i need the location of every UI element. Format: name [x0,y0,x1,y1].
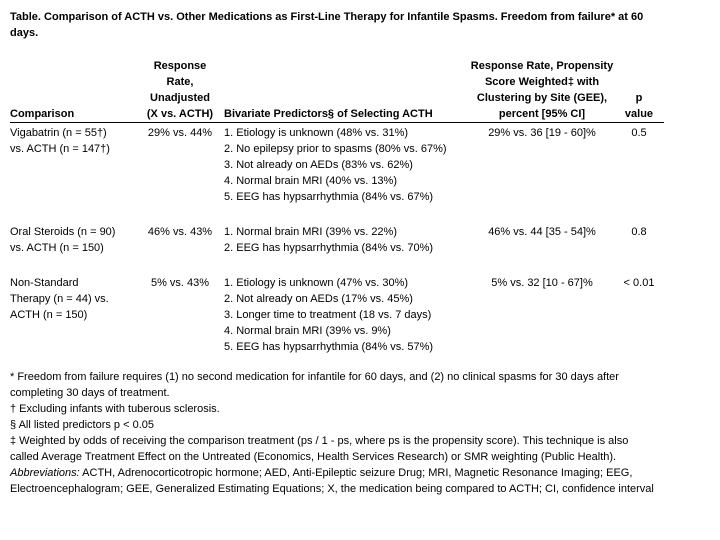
table-cell: Oral Steroids (n = 90) vs. ACTH (n = 150) [10,222,138,273]
table-cell: 46% vs. 43% [138,222,222,273]
table-row: Oral Steroids (n = 90) vs. ACTH (n = 150)… [10,222,664,273]
cell-text: 3. Not already on AEDs (83% vs. 62%) [224,159,413,171]
cell-text: 5. EEG has hypsarrhythmia (84% vs. 57%) [224,341,434,353]
table-cell: 1. Normal brain MRI (39% vs. 22%) 2. EEG … [222,222,470,273]
header-row: Comparison Response Rate, Unadjusted (X vs. … [10,58,664,123]
table-cell: 0.5 [614,123,664,223]
table-cell: Vigabatrin (n = 55†) vs. ACTH (n = 147†) [10,123,138,223]
table-cell: 5% vs. 43% [138,273,222,372]
header-text: Score Weighted‡ with [484,76,600,88]
abbreviations-text: ACTH, Adrenocorticotropic hormone; AED, … [10,467,654,495]
cell-text: 5% vs. 43% [150,277,210,289]
header-text: Response Rate, Propensity [470,60,614,72]
header-text: value [624,108,654,120]
cell-text: Vigabatrin (n = 55†) [10,127,107,139]
table-cell: 1. Etiology is unknown (48% vs. 31%) 2. N… [222,123,470,223]
table-row: Non-Standard Therapy (n = 44) vs. ACTH (n … [10,273,664,372]
cell-text: 3. Longer time to treatment (18 vs. 7 da… [224,309,432,321]
cell-text: 4. Normal brain MRI (40% vs. 13%) [224,175,397,187]
header-cell: Comparison [10,58,138,123]
cell-text: 29% vs. 36 [19 - 60]% [488,127,596,139]
footnote: † Excluding infants with tuberous sclero… [10,403,220,415]
cell-text: 5% vs. 32 [10 - 67]% [491,277,593,289]
table-cell: 5% vs. 32 [10 - 67]% [470,273,614,372]
abbreviations: Abbreviations: ACTH, Adrenocorticotropic… [10,465,660,497]
table-cell: 46% vs. 44 [35 - 54]% [470,222,614,273]
cell-text: 2. EEG has hypsarrhythmia (84% vs. 70%) [224,242,434,254]
cell-text: vs. ACTH (n = 147†) [10,143,110,155]
table-body: Vigabatrin (n = 55†) vs. ACTH (n = 147†) 2… [10,123,664,373]
header-text: Unadjusted [150,92,210,104]
cell-text: 1. Etiology is unknown (47% vs. 30%) [224,277,409,289]
cell-text: 1. Normal brain MRI (39% vs. 22%) [224,226,397,238]
header-text: Comparison [10,108,75,120]
table-cell: Non-Standard Therapy (n = 44) vs. ACTH (n … [10,273,138,372]
cell-text: 2. Not already on AEDs (17% vs. 45%) [224,293,413,305]
cell-text: 1. Etiology is unknown (48% vs. 31%) [224,127,409,139]
header-cell: p value [614,58,664,123]
cell-text: 4. Normal brain MRI (39% vs. 9%) [224,325,391,337]
table-row: Vigabatrin (n = 55†) vs. ACTH (n = 147†) 2… [10,123,664,223]
cell-text: < 0.01 [623,277,655,289]
cell-text: Therapy (n = 44) vs. [10,293,109,305]
header-cell: Bivariate Predictors§ of Selecting ACTH [222,58,470,123]
comparison-table: Comparison Response Rate, Unadjusted (X vs. … [10,58,664,372]
cell-text: Non-Standard [10,277,79,289]
header-cell: Response Rate, Propensity Score Weighted‡… [470,58,614,123]
header-text: percent [95% CI] [498,108,586,120]
cell-text: 29% vs. 44% [147,127,213,139]
table-cell: 29% vs. 44% [138,123,222,223]
cell-text: 5. EEG has hypsarrhythmia (84% vs. 67%) [224,191,434,203]
footnote: § All listed predictors p < 0.05 [10,419,154,431]
header-text: p [635,92,643,104]
table-cell: 0.8 [614,222,664,273]
cell-text: 46% vs. 43% [147,226,213,238]
abbreviations-label: Abbreviations: [10,467,80,479]
footnote: ‡ Weighted by odds of receiving the comp… [10,435,629,463]
cell-text: ACTH (n = 150) [10,309,88,321]
table-cell: 1. Etiology is unknown (47% vs. 30%) 2. N… [222,273,470,372]
cell-text: Oral Steroids (n = 90) [10,226,116,238]
cell-text: 0.8 [631,226,647,238]
cell-text: 2. No epilepsy prior to spasms (80% vs. … [224,143,447,155]
header-text: Clustering by Site (GEE), [476,92,608,104]
header-text: Response [153,60,207,72]
header-text: Bivariate Predictors§ of Selecting ACTH [224,108,433,120]
footnotes: * Freedom from failure requires (1) no s… [10,369,660,497]
cell-text: 0.5 [631,127,647,139]
cell-text: 46% vs. 44 [35 - 54]% [488,226,596,238]
table-cell: < 0.01 [614,273,664,372]
header-cell: Response Rate, Unadjusted (X vs. ACTH) [138,58,222,123]
cell-text: vs. ACTH (n = 150) [10,242,104,254]
footnote: * Freedom from failure requires (1) no s… [10,371,619,399]
header-text: (X vs. ACTH) [146,108,214,120]
table-cell: 29% vs. 36 [19 - 60]% [470,123,614,223]
header-text: Rate, [166,76,194,88]
table-title: Table. Comparison of ACTH vs. Other Medi… [10,11,644,39]
